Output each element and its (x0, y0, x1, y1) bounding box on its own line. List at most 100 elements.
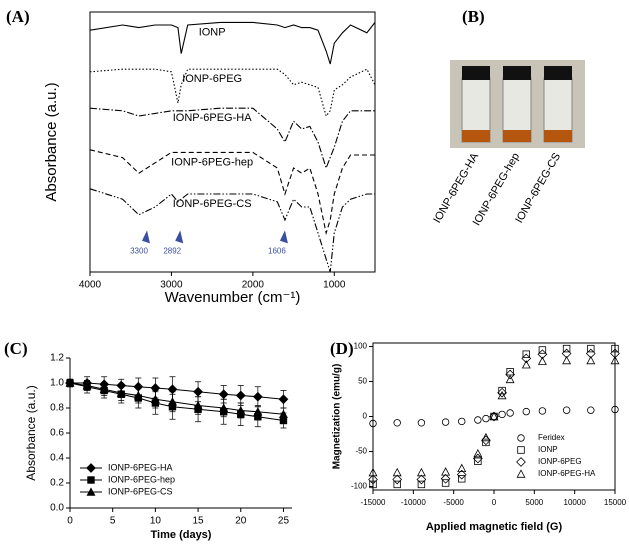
marker (537, 349, 548, 360)
x-tick-label: 10000 (564, 498, 587, 507)
marker (417, 419, 426, 427)
x-tick-label: 15000 (604, 498, 627, 507)
legend-label: IONP-6PEG-hep (108, 474, 175, 484)
series-line (89, 107, 375, 170)
series-line (89, 188, 375, 273)
plot-frame (372, 342, 616, 491)
marker (586, 355, 596, 365)
marker (99, 384, 109, 393)
y-tick-label: 0.4 (50, 453, 64, 464)
x-tick-label: -5000 (443, 498, 464, 507)
marker (474, 416, 482, 424)
y-tick-label: -100 (351, 482, 368, 491)
marker (497, 387, 507, 398)
marker (369, 480, 377, 489)
marker (440, 473, 451, 484)
legend-label: IONP (538, 445, 558, 454)
marker (392, 467, 402, 477)
marker (235, 390, 246, 401)
marker (489, 411, 499, 421)
marker (252, 391, 263, 402)
legend-marker (517, 434, 525, 442)
legend-label: IONP-6PEG-HA (108, 462, 173, 472)
y-tick-label: 1.2 (50, 353, 64, 364)
marker (236, 405, 246, 415)
series-line (89, 68, 376, 118)
series-line (69, 382, 284, 415)
y-tick-label: 50 (358, 377, 367, 386)
x-tick-label: 20 (235, 516, 247, 527)
marker (538, 346, 547, 354)
x-axis-title: Time (days) (151, 529, 212, 541)
marker (65, 378, 75, 387)
marker (538, 407, 547, 415)
vial-liquid (503, 130, 531, 142)
legend-marker (86, 487, 96, 496)
x-tick-label: -15000 (361, 498, 386, 507)
y-tick-label: 100 (354, 342, 368, 351)
marker (611, 344, 619, 353)
marker (489, 411, 499, 422)
marker (253, 407, 263, 416)
series-line (89, 21, 376, 65)
series-label: IONP-6PEG-CS (173, 198, 252, 210)
legend-marker (517, 446, 525, 454)
annotation-marker (142, 230, 150, 244)
annotation-label: 1606 (268, 246, 286, 255)
series-label: IONP-6PEG-HA (173, 112, 253, 124)
marker (498, 386, 506, 395)
marker (506, 409, 514, 417)
marker (368, 467, 378, 477)
marker (167, 397, 177, 406)
marker (585, 348, 596, 359)
vial-liquid (462, 130, 490, 142)
marker (393, 419, 401, 427)
vials (461, 66, 573, 143)
y-tick-label: 1.0 (50, 378, 64, 389)
panel-label: (B) (462, 7, 485, 26)
y-tick-label: 0 (363, 412, 368, 421)
x-tick-label: 2000 (242, 280, 265, 291)
x-axis-title: Applied magnetic field (G) (426, 521, 563, 533)
vial-cap (462, 66, 490, 80)
marker (133, 390, 143, 400)
marker (561, 348, 572, 359)
x-tick-label: 4000 (79, 280, 102, 291)
plot-frame (89, 11, 376, 273)
vial-liquid (544, 130, 572, 142)
marker (393, 480, 401, 489)
marker (193, 386, 203, 397)
marker (278, 394, 289, 405)
y-tick-label: 0.0 (50, 503, 64, 514)
marker (441, 418, 450, 426)
legend-label: IONP-6PEG-HA (538, 469, 596, 478)
marker (416, 467, 426, 477)
marker (482, 438, 490, 447)
series-label: IONP (199, 26, 226, 38)
legend-label: IONP-6PEG (538, 457, 582, 466)
marker (610, 348, 620, 359)
y-axis-title: Absorbance (a.u.) (43, 82, 60, 201)
marker (611, 405, 619, 414)
marker (219, 403, 229, 412)
marker (116, 388, 126, 397)
marker (498, 410, 506, 419)
marker (481, 432, 491, 442)
marker (505, 369, 515, 380)
marker (521, 353, 532, 364)
caption: IONP-6PEG-CS (513, 151, 563, 225)
annotation-marker (279, 230, 288, 244)
marker (474, 457, 482, 465)
marker (562, 406, 571, 414)
x-tick-label: 0 (492, 498, 497, 507)
y-axis-title: Absorbance (a.u.) (24, 385, 38, 480)
marker (562, 355, 572, 365)
marker (610, 355, 620, 365)
marker (369, 419, 377, 428)
vial-cap (503, 66, 531, 80)
x-tick-label: 3000 (160, 280, 183, 291)
marker (278, 409, 288, 418)
series-line (89, 149, 375, 236)
marker (392, 474, 403, 485)
x-tick-label: 1000 (323, 280, 346, 291)
